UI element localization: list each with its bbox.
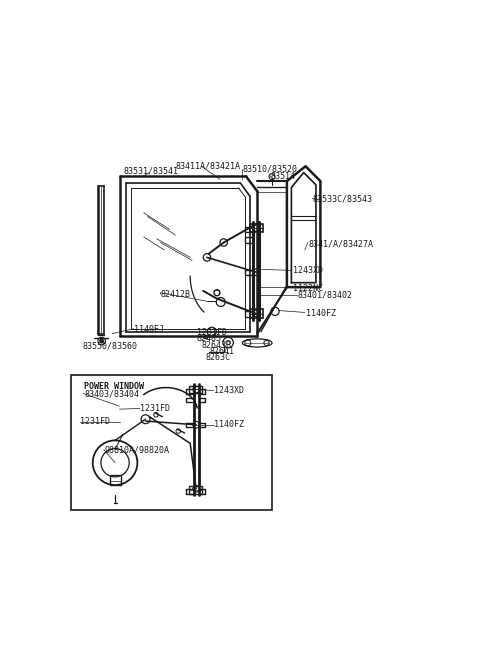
Text: 83411A/83421A: 83411A/83421A [175,162,240,170]
Bar [190,486,203,493]
Text: 82412B: 82412B [160,290,191,299]
Text: 83510/83520: 83510/83520 [242,164,297,173]
Text: 1231FD: 1231FD [140,403,170,413]
Text: 82641: 82641 [210,347,235,356]
Text: 1122NC: 1122NC [292,284,323,293]
Text: 1243XD: 1243XD [292,266,323,275]
Bar [190,386,203,393]
Bar [250,224,263,232]
Text: 83550/83560: 83550/83560 [83,342,137,350]
Text: 8341/A/83427A: 8341/A/83427A [309,240,373,248]
Text: 83531/83541: 83531/83541 [123,167,178,175]
Text: 123IFD: 123IFD [197,328,227,336]
Text: 8263C: 8263C [205,353,230,362]
Text: 82643B: 82643B [202,341,231,350]
Text: 83533C/83543: 83533C/83543 [313,194,373,203]
Bar [71,374,272,510]
Text: 1140EJ: 1140EJ [134,325,164,334]
Text: 83403/83404: 83403/83404 [84,389,139,398]
Text: 82485: 82485 [197,334,222,344]
Bar [110,474,121,485]
Text: 98810A/98820A: 98810A/98820A [105,445,169,454]
Text: 1243XD: 1243XD [215,386,244,395]
Text: POWER WINDOW: POWER WINDOW [84,382,144,392]
Text: 1231FD: 1231FD [81,417,110,426]
Text: 1140FZ: 1140FZ [305,309,336,318]
Text: 83401/83402: 83401/83402 [297,290,352,299]
Text: 83514: 83514 [270,171,295,181]
Bar [250,309,263,317]
Text: 1140FZ: 1140FZ [215,420,244,429]
Circle shape [100,339,104,343]
